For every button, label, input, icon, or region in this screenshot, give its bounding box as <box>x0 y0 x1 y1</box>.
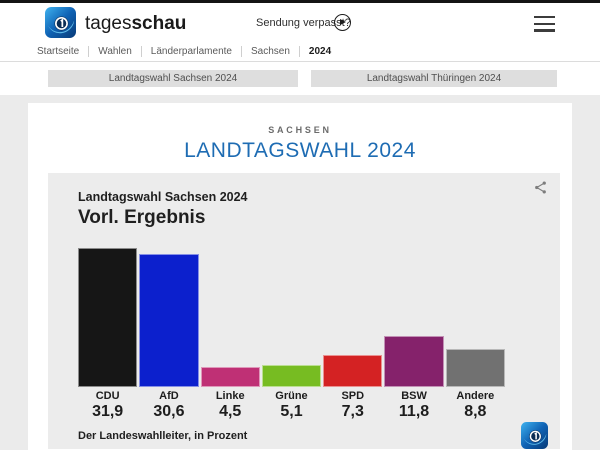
breadcrumb-item-wahlen[interactable]: Wahlen <box>89 46 142 57</box>
chart-tagesschau-logo-icon <box>521 422 548 449</box>
bar-spd <box>323 355 383 387</box>
bar-label-afd: AfD <box>159 390 179 402</box>
brand-wordmark-regular: tages <box>85 13 132 34</box>
bar-value-spd: 7,3 <box>341 403 364 420</box>
tagesschau-logo-icon[interactable] <box>45 7 76 38</box>
site-header: tagesschau Sendung verpasst? Startseite W… <box>0 3 600 62</box>
bar-label-bsw: BSW <box>401 390 427 402</box>
top-accent-bar <box>0 0 600 3</box>
bar-label-spd: SPD <box>341 390 365 402</box>
breadcrumb-item-startseite[interactable]: Startseite <box>37 46 90 57</box>
bar-grüne <box>261 364 322 387</box>
hamburger-menu-icon[interactable] <box>534 16 555 36</box>
bar-label-cdu: CDU <box>95 390 120 402</box>
bar-linke <box>200 367 260 387</box>
bar-afd <box>139 253 199 387</box>
page-kicker: SACHSEN <box>268 125 332 135</box>
breadcrumb-item-länderparlamente[interactable]: Länderparlamente <box>142 46 242 57</box>
page-title: LANDTAGSWAHL 2024 <box>184 139 416 162</box>
bar-value-afd: 30,6 <box>153 403 185 420</box>
bar-value-cdu: 31,9 <box>92 403 124 420</box>
bar-bsw <box>384 335 444 387</box>
content-card: SACHSEN LANDTAGSWAHL 2024 Landtagswahl S… <box>28 103 572 450</box>
brand-wordmark[interactable]: tagesschau <box>85 13 186 35</box>
election-tabs: Landtagswahl Sachsen 2024 Landtagswahl T… <box>0 62 600 95</box>
result-chart-widget: Landtagswahl Sachsen 2024 Vorl. Ergebnis… <box>48 173 560 449</box>
sendung-verpasst-link[interactable]: Sendung verpasst? <box>256 17 351 29</box>
bar-values: 31,9 30,6 4,5 5,1 7,3 11,8 8,8 <box>78 403 505 421</box>
bar-labels: CDU AfD Linke Grüne SPD BSW Andere <box>78 390 505 402</box>
bar-value-bsw: 11,8 <box>398 403 430 420</box>
section-gap <box>0 95 600 103</box>
chart-title: Landtagswahl Sachsen 2024 <box>78 190 248 204</box>
bar-value-linke: 4,5 <box>219 403 242 420</box>
chart-source: Der Landeswahlleiter, in Prozent <box>78 430 248 442</box>
breadcrumb-item-2024[interactable]: 2024 <box>308 46 332 57</box>
brand-wordmark-bold: schau <box>131 13 187 34</box>
bar-label-linke: Linke <box>215 390 245 402</box>
bar-value-grüne: 5,1 <box>280 403 303 420</box>
bar-chart <box>78 247 505 387</box>
bar-cdu <box>78 247 138 387</box>
tab-landtagswahl-thueringen[interactable]: Landtagswahl Thüringen 2024 <box>311 70 557 87</box>
tab-landtagswahl-sachsen[interactable]: Landtagswahl Sachsen 2024 <box>48 70 298 87</box>
play-icon[interactable] <box>334 14 351 31</box>
share-icon[interactable] <box>533 180 548 195</box>
bar-label-andere: Andere <box>456 390 495 402</box>
bar-label-grüne: Grüne <box>275 390 308 402</box>
chart-subtitle: Vorl. Ergebnis <box>78 207 206 228</box>
breadcrumb: Startseite Wahlen Länderparlamente Sachsen 2… <box>37 46 340 57</box>
bar-value-andere: 8,8 <box>464 403 487 420</box>
bar-andere <box>445 348 505 387</box>
breadcrumb-item-sachsen[interactable]: Sachsen <box>242 46 300 57</box>
